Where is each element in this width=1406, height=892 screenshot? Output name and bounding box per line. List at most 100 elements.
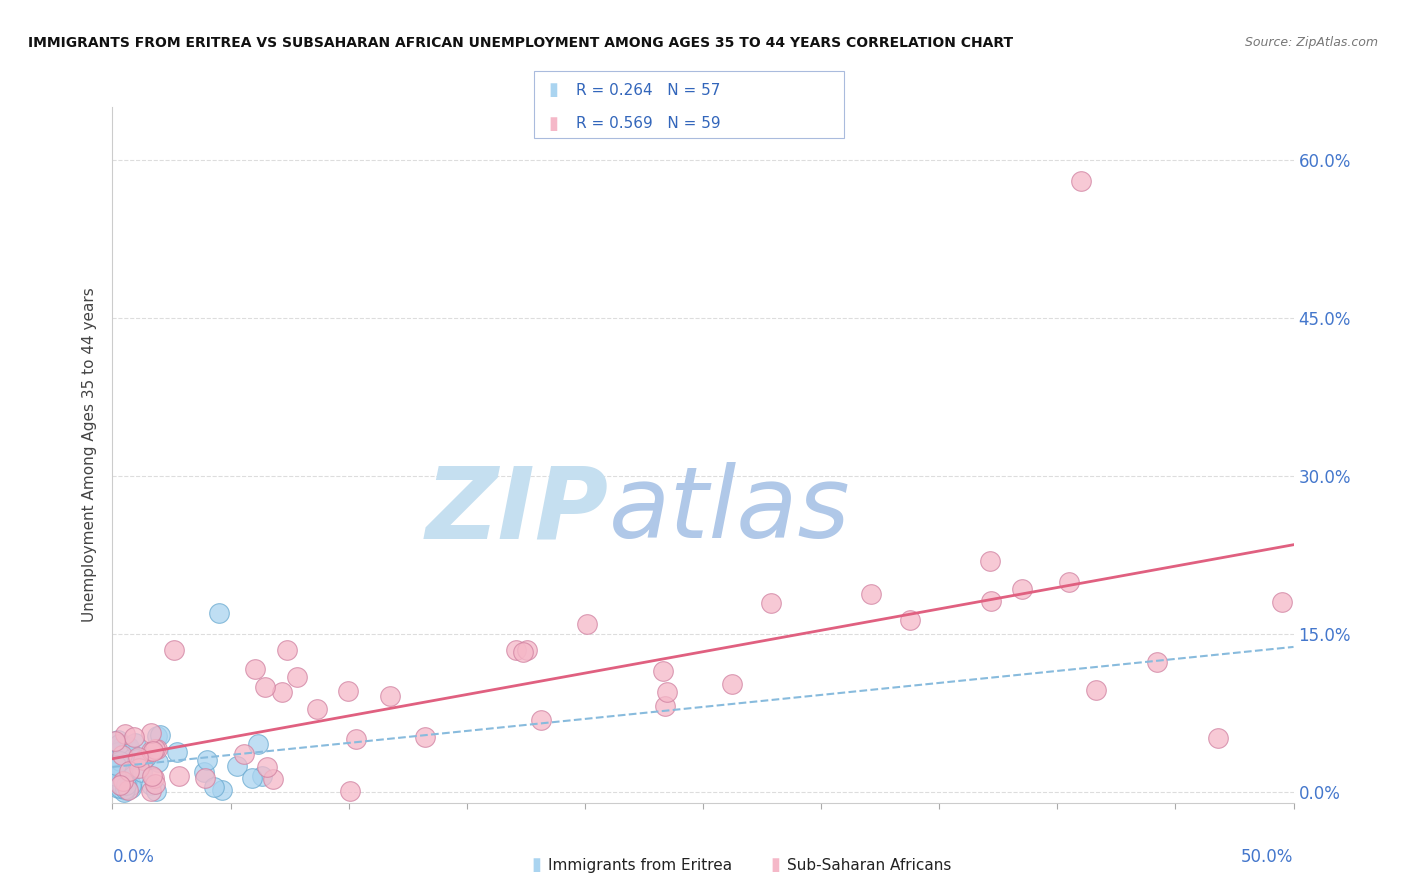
Point — [195, 753, 218, 767]
Point — [115, 775, 138, 789]
Point — [256, 760, 278, 774]
Point — [149, 728, 172, 742]
Point — [114, 783, 136, 797]
Point — [127, 750, 149, 764]
Point — [654, 698, 676, 713]
Point — [285, 670, 308, 684]
Text: ZIP: ZIP — [426, 462, 609, 559]
Point — [143, 776, 166, 790]
Point — [530, 713, 553, 727]
Point — [141, 769, 163, 783]
Point — [139, 726, 162, 740]
Point — [146, 729, 169, 743]
Point — [114, 727, 136, 741]
Point — [194, 771, 217, 785]
Point — [118, 741, 141, 756]
Point — [107, 752, 129, 766]
Point — [114, 781, 136, 796]
Text: R = 0.264   N = 57: R = 0.264 N = 57 — [576, 83, 721, 97]
Point — [721, 676, 744, 690]
Point — [108, 737, 131, 751]
Point — [232, 747, 254, 761]
Point — [128, 761, 150, 775]
Point — [145, 742, 167, 756]
Point — [276, 643, 298, 657]
Point — [344, 731, 367, 746]
Point — [652, 664, 675, 678]
Point — [1146, 655, 1168, 669]
Text: Sub-Saharan Africans: Sub-Saharan Africans — [787, 858, 952, 872]
Point — [105, 758, 128, 772]
Point — [104, 771, 127, 785]
Point — [512, 645, 534, 659]
Text: 50.0%: 50.0% — [1241, 848, 1294, 866]
Point — [250, 770, 273, 784]
Point — [131, 764, 153, 779]
Point — [307, 701, 329, 715]
Point — [143, 741, 166, 756]
Point — [107, 745, 129, 759]
Point — [378, 690, 401, 704]
Point — [1070, 174, 1092, 188]
Point — [254, 681, 277, 695]
Text: Source: ZipAtlas.com: Source: ZipAtlas.com — [1244, 36, 1378, 49]
Point — [112, 774, 135, 789]
Point — [142, 743, 165, 757]
Point — [107, 745, 129, 759]
Point — [1011, 582, 1033, 597]
Point — [108, 774, 131, 789]
Point — [118, 764, 141, 778]
Point — [1206, 731, 1229, 746]
Point — [115, 779, 138, 793]
Point — [107, 733, 129, 747]
Text: atlas: atlas — [609, 462, 851, 559]
Point — [339, 784, 361, 798]
Point — [117, 782, 139, 797]
Point — [112, 768, 135, 782]
Point — [107, 781, 129, 796]
Point — [145, 783, 167, 797]
Text: ▮: ▮ — [548, 114, 558, 133]
Text: 0.0%: 0.0% — [112, 848, 155, 866]
Point — [114, 747, 136, 761]
Point — [225, 759, 247, 773]
Text: ▮: ▮ — [770, 856, 780, 874]
Point — [111, 779, 134, 793]
Point — [125, 752, 148, 766]
Point — [516, 643, 538, 657]
Point — [112, 785, 135, 799]
Point — [193, 765, 215, 780]
Point — [759, 596, 782, 610]
Point — [208, 606, 231, 620]
Text: R = 0.569   N = 59: R = 0.569 N = 59 — [576, 116, 721, 131]
Point — [120, 778, 142, 792]
Point — [107, 768, 129, 782]
Point — [980, 594, 1002, 608]
Point — [135, 749, 157, 764]
Point — [104, 769, 127, 783]
Y-axis label: Unemployment Among Ages 35 to 44 years: Unemployment Among Ages 35 to 44 years — [82, 287, 97, 623]
Point — [270, 685, 292, 699]
Point — [110, 737, 132, 751]
Point — [166, 745, 188, 759]
Point — [1057, 575, 1080, 590]
Point — [163, 643, 186, 657]
Point — [111, 742, 134, 756]
Point — [117, 739, 139, 754]
Point — [979, 553, 1001, 567]
Point — [104, 756, 127, 771]
Point — [655, 685, 678, 699]
Point — [1271, 595, 1294, 609]
Point — [108, 747, 131, 762]
Point — [132, 753, 155, 767]
Point — [415, 730, 437, 744]
Point — [336, 683, 359, 698]
Point — [247, 738, 270, 752]
Point — [111, 739, 134, 753]
Point — [108, 778, 131, 792]
Point — [111, 747, 134, 762]
Text: ▮: ▮ — [531, 856, 541, 874]
Point — [139, 744, 162, 758]
Point — [142, 771, 165, 785]
Text: Immigrants from Eritrea: Immigrants from Eritrea — [548, 858, 733, 872]
